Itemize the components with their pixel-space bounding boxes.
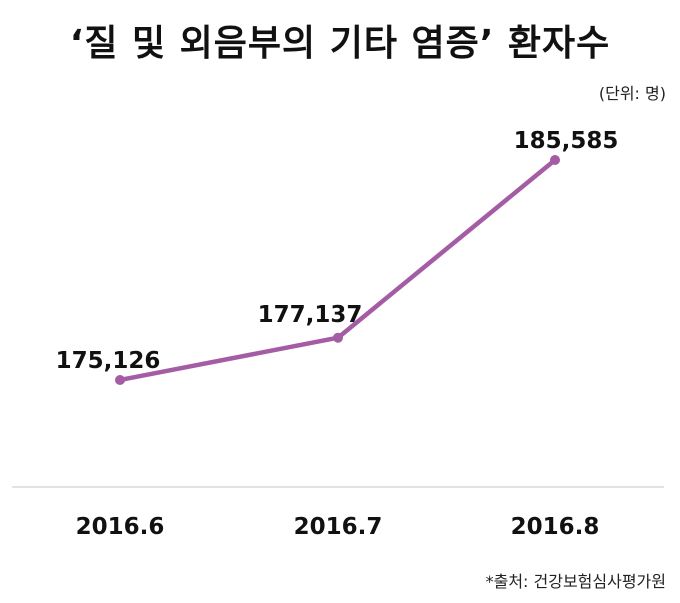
x-tick-label-1: 2016.6: [76, 514, 165, 540]
data-label-1: 175,126: [56, 348, 161, 374]
series-line: [117, 157, 558, 383]
unit-label: (단위: 명): [598, 84, 666, 103]
source-note: *출처: 건강보험심사평가원: [485, 572, 666, 591]
data-points: [115, 155, 560, 385]
data-label-3: 185,585: [514, 128, 619, 154]
data-point-2: [333, 332, 343, 343]
x-tick-label-2: 2016.7: [294, 514, 383, 540]
x-tick-label-3: 2016.8: [511, 514, 600, 540]
data-point-3: [550, 155, 560, 165]
data-labels: 175,126 177,137 185,585: [56, 128, 619, 374]
data-label-2: 177,137: [258, 302, 363, 328]
chart-title: ‘질 및 외음부의 기타 염증’ 환자수: [69, 23, 611, 64]
x-tick-labels: 2016.6 2016.7 2016.8: [76, 514, 600, 540]
data-point-1: [115, 375, 125, 385]
